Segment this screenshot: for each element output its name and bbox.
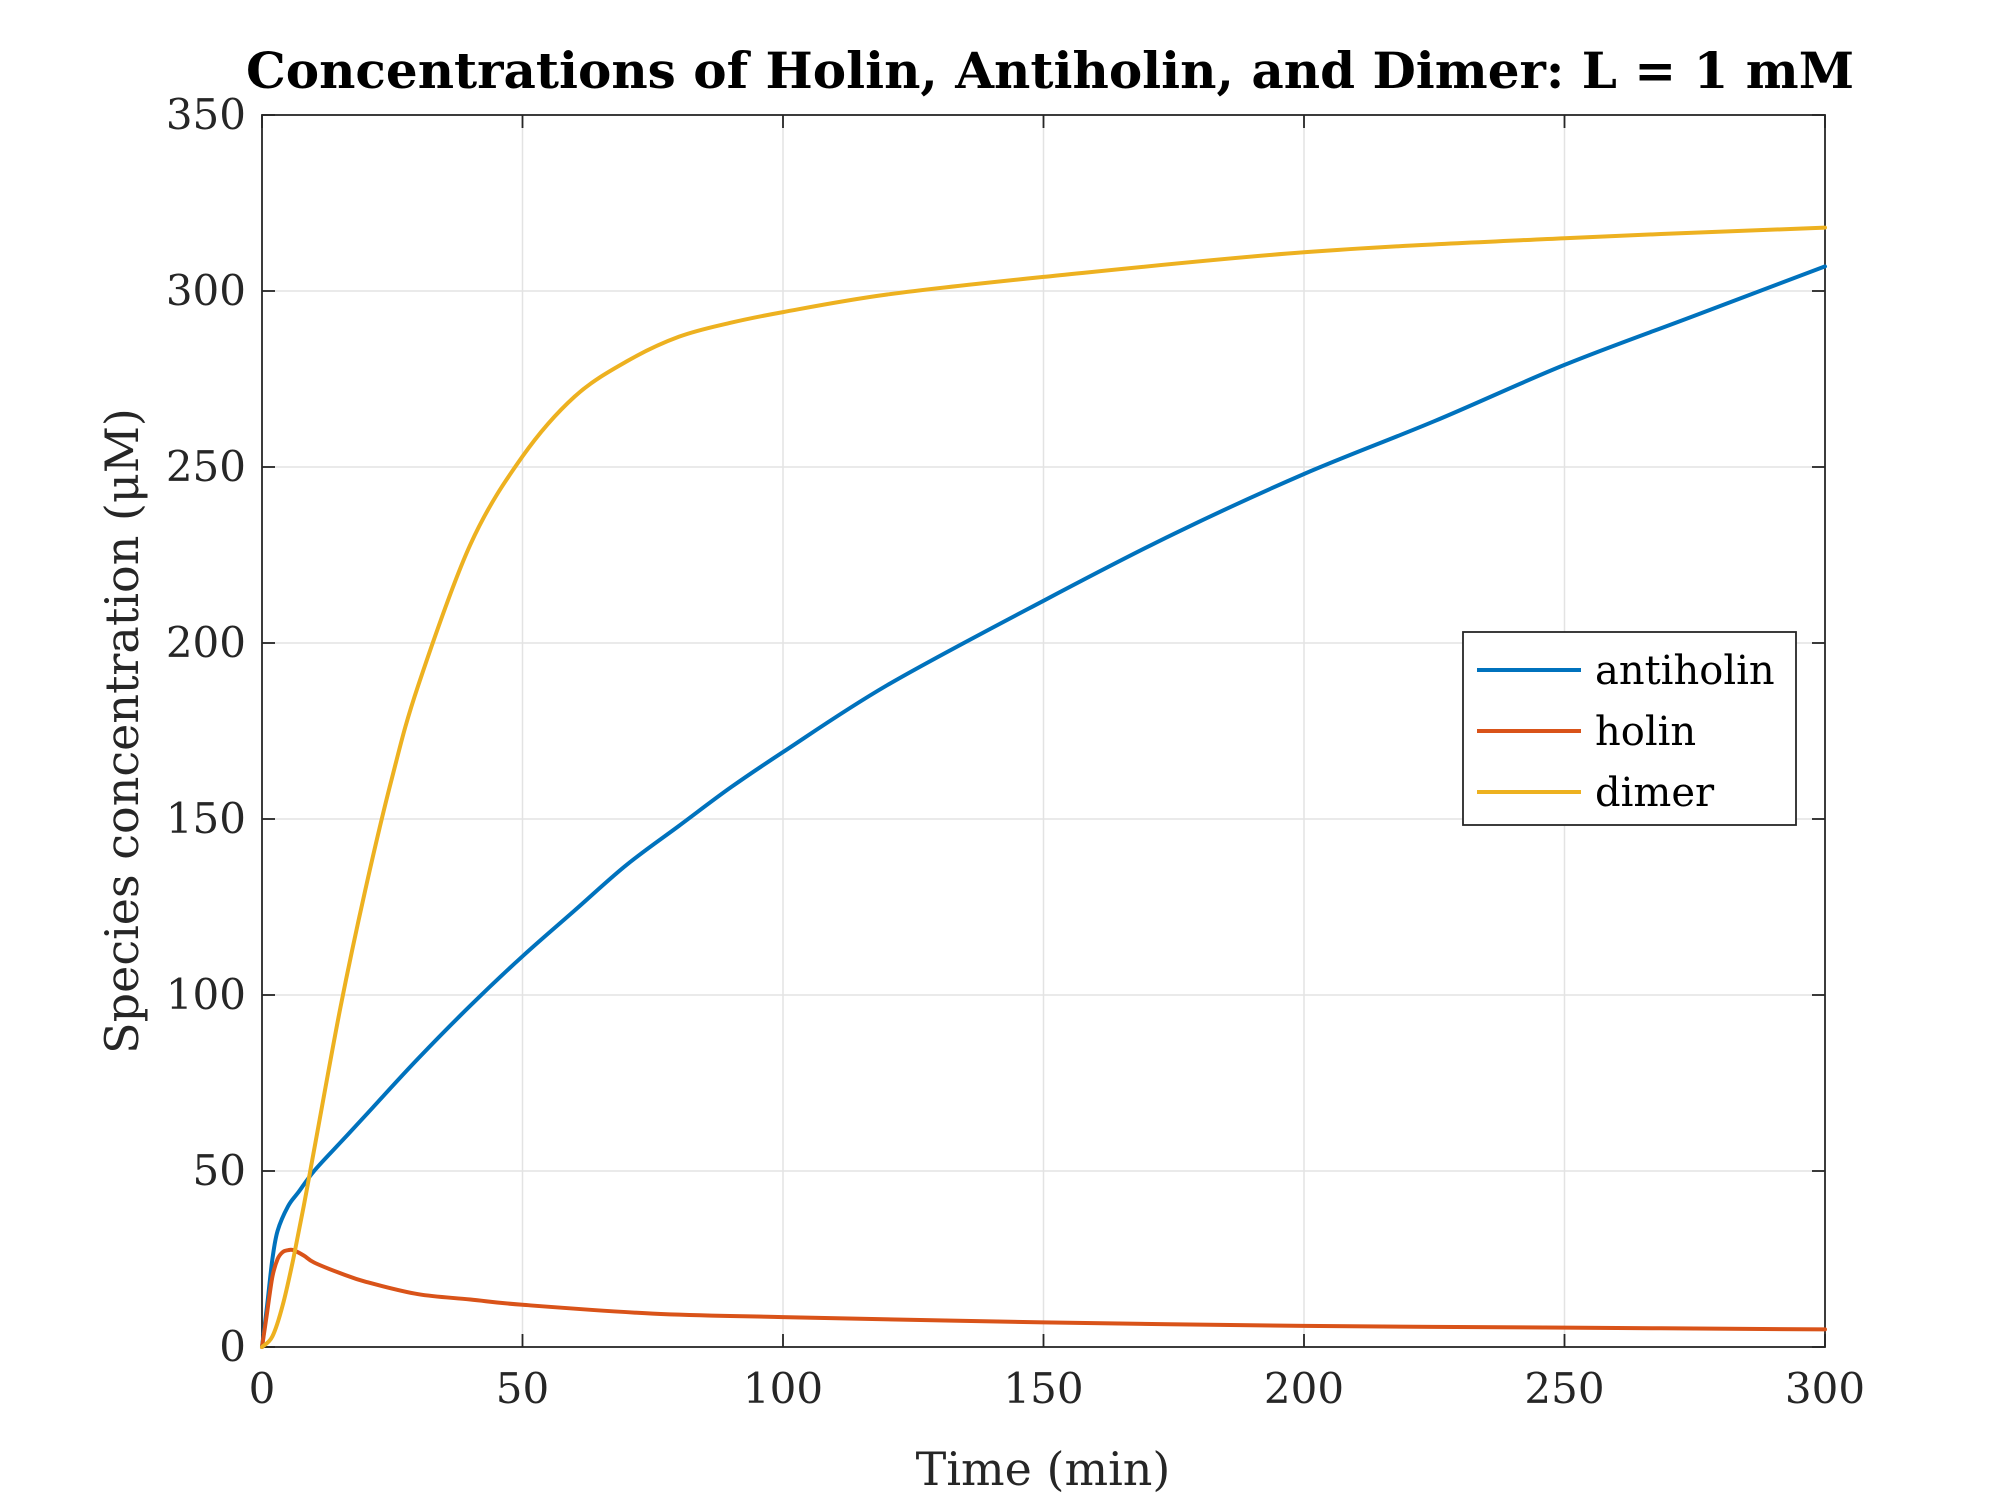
x-axis-label: Time (min) (916, 1442, 1171, 1496)
tick-labels: 0 50 100 150 200 250 300 0 50 100 150 200 250 300 350 (166, 90, 1865, 1413)
y-tick-label: 250 (166, 442, 246, 491)
chart-title: Concentrations of Holin, Antiholin, and … (246, 41, 1854, 100)
y-tick-label: 300 (166, 266, 246, 315)
plot-series (260, 225, 1827, 1349)
legend: antiholin holin dimer (1462, 631, 1797, 826)
y-tick-label: 350 (166, 90, 246, 139)
x-tick-label: 50 (496, 1364, 549, 1413)
x-tick-label: 100 (743, 1364, 823, 1413)
y-tick-label: 200 (166, 618, 246, 667)
y-tick-label: 50 (193, 1146, 246, 1195)
series-line-holin (260, 1247, 1827, 1349)
series-line-antiholin (260, 264, 1827, 1349)
x-tick-label: 200 (1264, 1364, 1344, 1413)
legend-label-dimer: dimer (1595, 770, 1715, 816)
y-tick-label: 100 (166, 970, 246, 1019)
x-tick-label: 150 (1003, 1364, 1083, 1413)
series-line-dimer (260, 225, 1827, 1349)
x-tick-label: 300 (1785, 1364, 1865, 1413)
y-tick-label: 150 (166, 794, 246, 843)
y-axis-label: Species concentration (μM) (95, 408, 149, 1054)
legend-label-holin: holin (1595, 709, 1696, 755)
legend-label-antiholin: antiholin (1595, 648, 1775, 694)
y-tick-label: 0 (219, 1322, 246, 1371)
x-tick-label: 250 (1524, 1364, 1604, 1413)
x-tick-label: 0 (249, 1364, 276, 1413)
